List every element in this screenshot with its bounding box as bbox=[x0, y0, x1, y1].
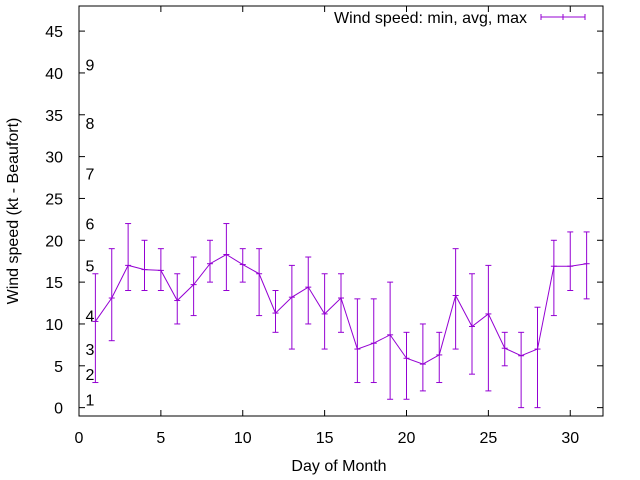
beaufort-label: 3 bbox=[86, 342, 95, 359]
y-tick-label: 40 bbox=[45, 66, 63, 83]
beaufort-label: 1 bbox=[86, 392, 95, 409]
y-tick-label: 0 bbox=[54, 401, 63, 418]
x-tick-label: 30 bbox=[561, 430, 579, 447]
y-axis-title: Wind speed (kt - Beaufort) bbox=[5, 118, 22, 305]
beaufort-label: 2 bbox=[86, 367, 95, 384]
beaufort-label: 5 bbox=[86, 258, 95, 275]
beaufort-label: 6 bbox=[86, 217, 95, 234]
y-tick-label: 25 bbox=[45, 191, 63, 208]
y-tick-label: 10 bbox=[45, 317, 63, 334]
x-tick-label: 0 bbox=[75, 430, 84, 447]
y-tick-label: 15 bbox=[45, 275, 63, 292]
legend-label: Wind speed: min, avg, max bbox=[334, 10, 527, 27]
x-tick-label: 10 bbox=[234, 430, 252, 447]
series-line bbox=[94, 253, 587, 365]
beaufort-label: 4 bbox=[86, 309, 95, 326]
y-tick-label: 35 bbox=[45, 108, 63, 125]
beaufort-label: 8 bbox=[86, 116, 95, 133]
beaufort-scale-labels: 1 2 3 4 5 6 7 8 9 bbox=[86, 58, 95, 410]
x-axis-title: Day of Month bbox=[291, 458, 386, 475]
x-tick-label: 20 bbox=[398, 430, 416, 447]
series-layer bbox=[92, 223, 590, 409]
y-tick-label: 20 bbox=[45, 233, 63, 250]
plot-frame bbox=[78, 5, 604, 417]
y-tick-label: 45 bbox=[45, 24, 63, 41]
x-tick-label: 25 bbox=[479, 430, 497, 447]
x-axis: 0 5 10 15 20 25 30 bbox=[75, 6, 579, 447]
legend-sample bbox=[540, 14, 586, 20]
beaufort-label: 7 bbox=[86, 166, 95, 183]
y-tick-label: 30 bbox=[45, 150, 63, 167]
y-tick-label: 5 bbox=[54, 359, 63, 376]
x-tick-label: 15 bbox=[316, 430, 334, 447]
x-tick-label: 5 bbox=[156, 430, 165, 447]
legend: Wind speed: min, avg, max bbox=[334, 10, 586, 27]
beaufort-label: 9 bbox=[86, 58, 95, 75]
